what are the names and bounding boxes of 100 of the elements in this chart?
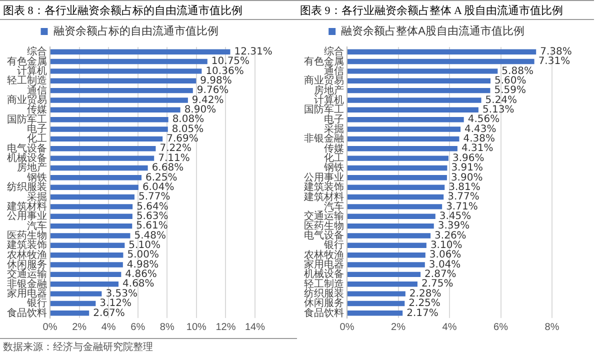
bar bbox=[348, 58, 534, 64]
data-label: 3.26% bbox=[434, 230, 466, 242]
bar bbox=[50, 214, 132, 219]
data-label: 9.42% bbox=[192, 94, 224, 106]
data-label: 3.53% bbox=[106, 288, 138, 300]
y-tick-label: 商业贸易 bbox=[7, 94, 47, 106]
data-label: 5.24% bbox=[485, 94, 518, 106]
data-label: 5.00% bbox=[127, 250, 159, 261]
y-tick-label: 房地产 bbox=[314, 84, 344, 96]
bar bbox=[50, 58, 208, 64]
bar bbox=[50, 98, 188, 103]
y-tick-label: 国防军工 bbox=[7, 113, 47, 126]
data-label: 3.10% bbox=[430, 240, 462, 252]
source-note: 数据来源：经济与金融研究院整理 bbox=[0, 338, 297, 355]
data-label: 5.88% bbox=[502, 66, 534, 77]
data-label: 5.48% bbox=[134, 230, 166, 242]
data-label: 7.22% bbox=[160, 143, 192, 154]
bar bbox=[50, 146, 156, 152]
x-tick-label: 12% bbox=[216, 322, 236, 333]
bar bbox=[50, 88, 193, 94]
x-tick-label: 2% bbox=[72, 322, 87, 333]
bar bbox=[50, 156, 154, 161]
x-tick-label: 6% bbox=[494, 322, 508, 333]
chart-title: 图表 9：各行业融资余额占整体 A 股自由流通市值比例 bbox=[297, 0, 594, 20]
x-tick-label: 10% bbox=[186, 322, 207, 333]
data-label: 7.38% bbox=[540, 46, 572, 58]
y-tick-label: 化工 bbox=[27, 132, 47, 145]
bar bbox=[50, 126, 168, 132]
y-tick-label: 汽车 bbox=[27, 220, 47, 232]
y-tick-label: 建筑装饰 bbox=[6, 239, 47, 252]
data-label: 5.60% bbox=[494, 75, 526, 86]
bar bbox=[50, 204, 133, 210]
y-tick-label: 银行 bbox=[323, 240, 344, 252]
data-label: 12.31% bbox=[234, 46, 272, 58]
y-tick-label: 计算机 bbox=[17, 64, 47, 77]
bar bbox=[348, 165, 448, 171]
data-label: 5.61% bbox=[136, 220, 168, 232]
bar bbox=[50, 184, 138, 190]
bar bbox=[348, 291, 406, 296]
data-label: 9.98% bbox=[200, 75, 232, 86]
data-label: 10.75% bbox=[211, 56, 250, 68]
bar bbox=[348, 49, 536, 54]
bar bbox=[50, 310, 90, 316]
y-tick-label: 传媒 bbox=[324, 143, 344, 154]
bar bbox=[50, 233, 130, 238]
bar bbox=[348, 68, 498, 74]
bar bbox=[50, 252, 124, 258]
bar bbox=[50, 78, 196, 84]
bar bbox=[50, 291, 102, 296]
data-label: 3.45% bbox=[439, 210, 472, 222]
bar bbox=[348, 204, 442, 210]
x-tick-label: 0% bbox=[340, 322, 354, 333]
data-label: 4.43% bbox=[464, 124, 496, 135]
data-label: 5.63% bbox=[136, 210, 168, 222]
data-label: 2.87% bbox=[424, 269, 456, 280]
bar bbox=[50, 136, 163, 142]
bar bbox=[348, 78, 490, 84]
bar bbox=[50, 223, 132, 229]
data-label: 3.06% bbox=[429, 250, 462, 261]
data-label: 2.67% bbox=[93, 308, 125, 319]
data-label: 4.56% bbox=[468, 114, 500, 126]
y-tick-label: 食品饮料 bbox=[304, 306, 344, 319]
data-label: 3.12% bbox=[100, 298, 132, 310]
data-label: 7.69% bbox=[166, 134, 198, 145]
y-tick-label: 建筑材料 bbox=[6, 200, 47, 212]
y-tick-label: 计算机 bbox=[314, 94, 344, 106]
data-label: 6.25% bbox=[146, 172, 178, 184]
data-label: 3.91% bbox=[451, 162, 483, 174]
bar bbox=[348, 136, 460, 142]
bar bbox=[348, 184, 445, 190]
data-label: 5.64% bbox=[136, 201, 168, 212]
y-tick-label: 有色金属 bbox=[7, 55, 47, 68]
bar bbox=[348, 146, 458, 152]
y-tick-label: 汽车 bbox=[324, 200, 344, 212]
x-tick-label: 14% bbox=[244, 322, 266, 333]
x-tick-label: 4% bbox=[442, 322, 457, 333]
data-label: 8.05% bbox=[172, 124, 204, 135]
x-tick-label: 4% bbox=[101, 322, 116, 333]
x-tick-label: 6% bbox=[130, 322, 146, 333]
data-label: 4.98% bbox=[126, 259, 159, 270]
bar bbox=[50, 68, 202, 74]
bar bbox=[50, 194, 134, 200]
y-tick-label: 传媒 bbox=[27, 104, 47, 116]
bar bbox=[348, 272, 421, 278]
bar bbox=[50, 107, 180, 113]
y-tick-label: 农林牧渔 bbox=[304, 248, 344, 261]
data-label: 2.28% bbox=[409, 288, 442, 300]
data-label: 5.13% bbox=[482, 104, 514, 116]
data-label: 7.11% bbox=[158, 152, 190, 164]
bar bbox=[50, 116, 168, 122]
data-label: 5.77% bbox=[138, 192, 170, 203]
bar bbox=[50, 165, 148, 171]
bar bbox=[348, 194, 444, 200]
y-tick-label: 采掘 bbox=[27, 190, 47, 203]
bar bbox=[348, 252, 426, 258]
data-label: 3.71% bbox=[446, 201, 478, 212]
data-label: 3.77% bbox=[448, 192, 480, 203]
data-label: 9.76% bbox=[196, 85, 229, 96]
data-label: 3.81% bbox=[448, 182, 480, 193]
data-label: 3.96% bbox=[452, 152, 484, 164]
